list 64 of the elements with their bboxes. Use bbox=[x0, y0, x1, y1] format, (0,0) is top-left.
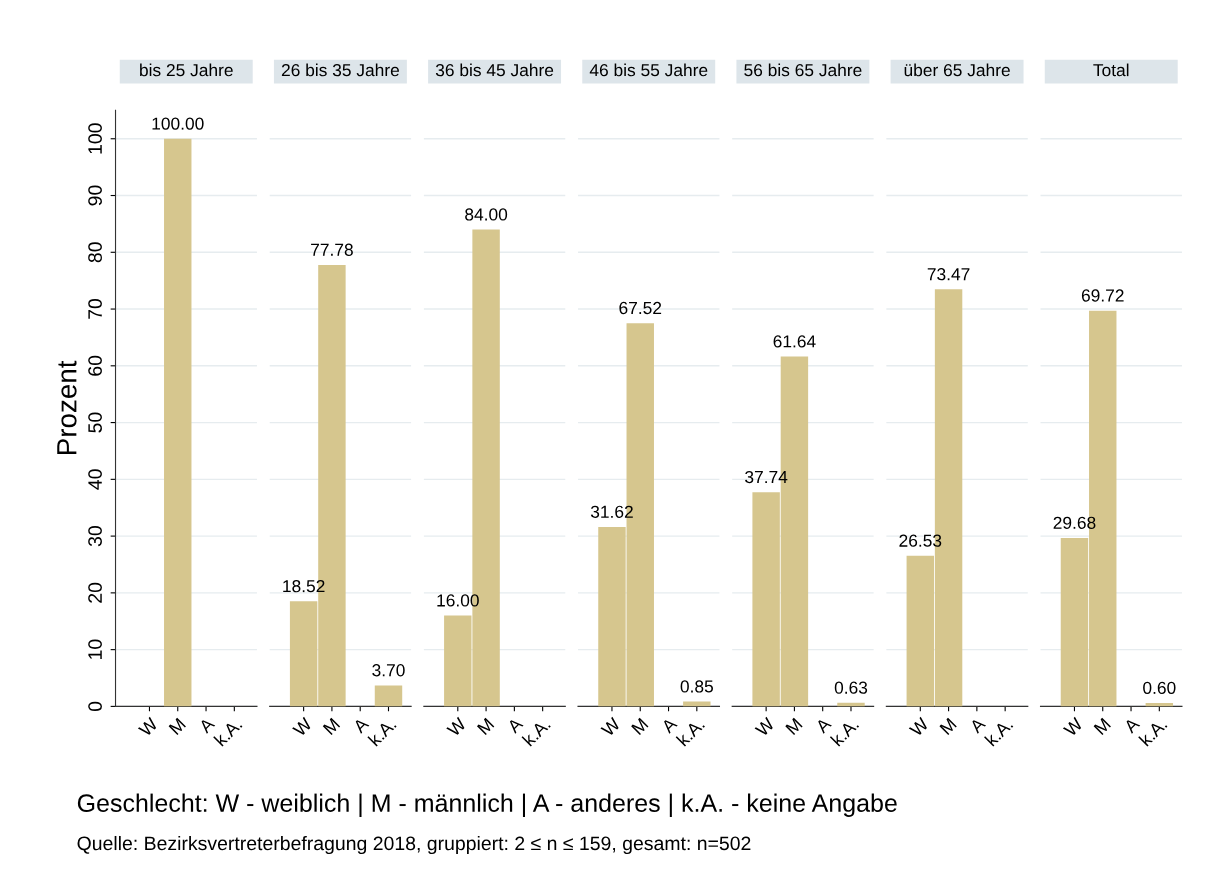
x-tick-label: W bbox=[137, 716, 159, 738]
x-tick-label: W bbox=[446, 716, 467, 738]
data-label: 100.00 bbox=[152, 117, 204, 130]
data-label: 73.47 bbox=[927, 268, 970, 281]
chart-title: 46 bis 55 Jahre bbox=[589, 63, 708, 77]
x-tick-label: A bbox=[814, 716, 832, 734]
x-tick-label: W bbox=[600, 716, 622, 738]
data-label: 0.85 bbox=[680, 680, 713, 693]
x-tick-label: W bbox=[908, 716, 930, 738]
chart-title: 56 bis 65 Jahre bbox=[744, 63, 862, 77]
y-tick-label: 60 bbox=[88, 355, 102, 376]
data-label: 61.64 bbox=[773, 335, 816, 348]
chart-title: Total bbox=[1093, 63, 1129, 77]
x-tick-label: M bbox=[168, 717, 186, 735]
data-label: 29.68 bbox=[1053, 516, 1096, 529]
y-tick-label: 10 bbox=[88, 639, 102, 659]
x-tick-label: k.A. bbox=[213, 717, 243, 747]
x-tick-label: W bbox=[1062, 716, 1084, 738]
y-tick-label: 40 bbox=[88, 469, 102, 490]
y-tick-label: 100 bbox=[88, 123, 102, 154]
x-tick-label: A bbox=[198, 716, 216, 734]
x-tick-label: M bbox=[1093, 717, 1111, 735]
data-label: 77.78 bbox=[311, 243, 353, 256]
y-tick-label: 50 bbox=[88, 412, 102, 433]
chart-title: 26 bis 35 Jahre bbox=[281, 63, 399, 77]
x-tick-label: W bbox=[292, 716, 313, 738]
data-label: 0.60 bbox=[1143, 681, 1176, 695]
x-tick-label: A bbox=[660, 716, 678, 734]
x-tick-label: M bbox=[476, 717, 495, 735]
data-label: 18.52 bbox=[283, 579, 325, 593]
y-axis-title: Prozent bbox=[57, 360, 77, 454]
x-tick-label: k.A. bbox=[367, 717, 397, 747]
y-tick-label: 90 bbox=[88, 185, 102, 206]
x-tick-label: k.A. bbox=[675, 717, 705, 747]
y-tick-label: 0 bbox=[88, 701, 102, 712]
data-label: 67.52 bbox=[619, 301, 662, 315]
x-tick-label: A bbox=[352, 716, 370, 734]
x-tick-label: M bbox=[631, 717, 649, 735]
data-label: 84.00 bbox=[465, 208, 508, 221]
data-label: 3.70 bbox=[372, 664, 405, 677]
x-tick-label: k.A. bbox=[984, 717, 1014, 747]
data-label: 31.62 bbox=[590, 505, 633, 518]
x-tick-label: M bbox=[785, 717, 803, 735]
x-tick-label: k.A. bbox=[1138, 717, 1168, 747]
y-tick-label: 80 bbox=[88, 242, 102, 263]
text: Geschlecht: W - weiblich | M - männlich | A - anderes | k.A. - keine Angabe bbox=[77, 793, 897, 817]
x-tick-label: W bbox=[754, 716, 776, 738]
chart-title: über 65 Jahre bbox=[904, 63, 1010, 77]
x-tick-label: A bbox=[968, 716, 987, 734]
chart-title: bis 25 Jahre bbox=[140, 63, 233, 77]
y-tick-label: 20 bbox=[88, 582, 102, 603]
x-tick-label: M bbox=[322, 717, 341, 735]
data-label: 69.72 bbox=[1081, 289, 1124, 302]
x-tick-label: M bbox=[939, 717, 957, 735]
y-tick-label: 70 bbox=[88, 299, 102, 319]
chart-title: 36 bis 45 Jahre bbox=[435, 63, 554, 77]
data-label: 16.00 bbox=[437, 594, 479, 607]
data-label: 26.53 bbox=[899, 534, 942, 547]
data-label: 37.74 bbox=[745, 470, 788, 484]
data-label: 0.63 bbox=[834, 681, 868, 694]
source-note: Quelle: Bezirksvertreterbefragung 2018, gruppiert: 2 ≤ n ≤ 159, gesamt: n=502 bbox=[77, 835, 751, 855]
y-tick-label: 30 bbox=[88, 526, 102, 547]
x-tick-label: A bbox=[1123, 716, 1141, 734]
x-tick-label: k.A. bbox=[829, 717, 860, 747]
